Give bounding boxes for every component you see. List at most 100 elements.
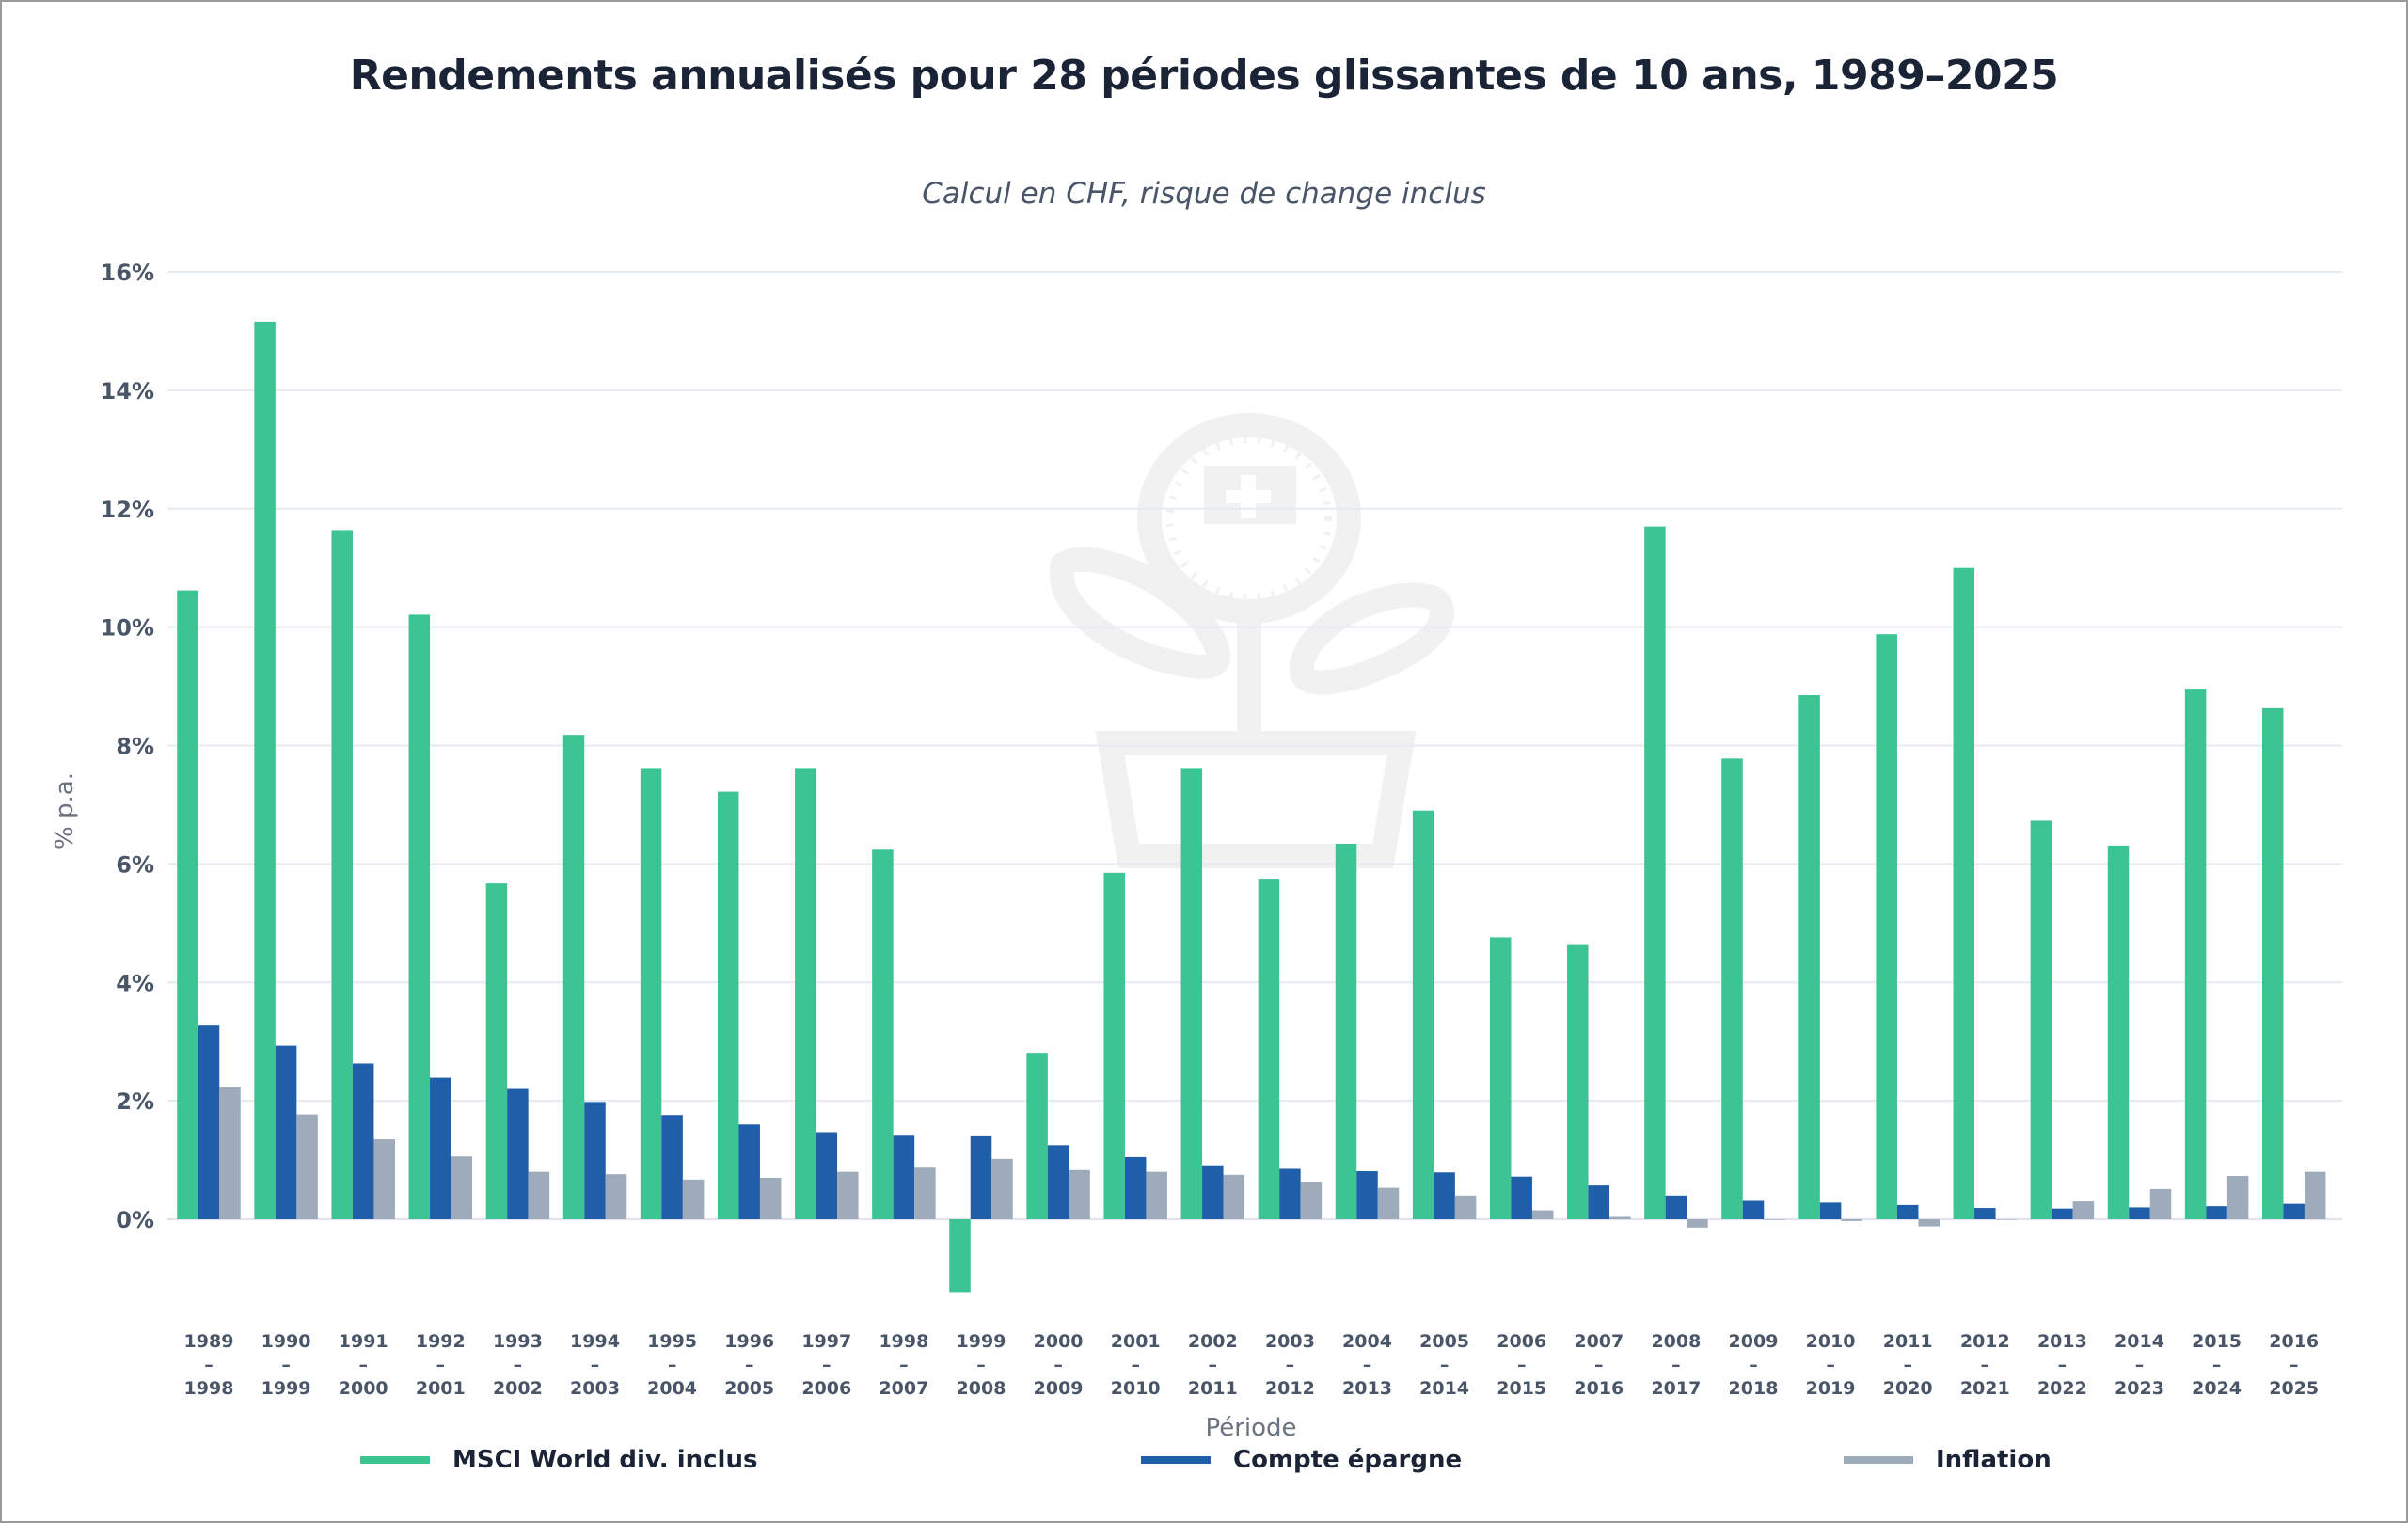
x-tick-label: 2000	[339, 1378, 388, 1399]
x-tick-label: –	[668, 1355, 677, 1375]
bar-msci	[872, 849, 894, 1219]
bar-msci	[2107, 845, 2130, 1219]
bar-compte-epargne	[1742, 1200, 1765, 1219]
bar-msci	[254, 321, 276, 1219]
bar-compte-epargne	[2206, 1206, 2227, 1219]
bar-compte-epargne	[970, 1135, 992, 1219]
x-tick-label: 2001	[416, 1378, 466, 1399]
x-tick-label: 1995	[647, 1331, 697, 1352]
bar-inflation	[2072, 1201, 2095, 1219]
x-tick-label: 1998	[879, 1331, 928, 1352]
legend-swatch-inflation	[1844, 1456, 1913, 1464]
x-tick-label: 1990	[261, 1331, 311, 1352]
bar-inflation	[219, 1087, 241, 1219]
y-tick-label: 16%	[101, 260, 154, 286]
bar-compte-epargne	[2283, 1203, 2305, 1219]
x-tick-label: –	[1594, 1355, 1604, 1375]
y-tick-label: 10%	[101, 615, 154, 642]
bar-msci	[1798, 695, 1820, 1219]
bar-inflation	[2226, 1176, 2249, 1219]
legend-swatch-msci	[360, 1456, 430, 1464]
bar-inflation	[1223, 1174, 1245, 1219]
x-tick-label: 2021	[1960, 1378, 2010, 1399]
bar-msci	[2030, 820, 2052, 1219]
bar-msci	[331, 530, 353, 1219]
x-tick-label: 2014	[1419, 1378, 1469, 1399]
y-tick-label: 8%	[116, 734, 154, 760]
bar-msci	[640, 768, 662, 1219]
x-tick-label: 2003	[1265, 1331, 1315, 1352]
x-tick-label: 2004	[1342, 1331, 1392, 1352]
x-axis-title: Période	[1205, 1414, 1296, 1442]
bar-inflation	[1377, 1187, 1400, 1219]
x-tick-label: –	[1363, 1355, 1372, 1375]
bar-msci	[1644, 526, 1666, 1219]
bar-compte-epargne	[1279, 1168, 1301, 1219]
bar-inflation	[2149, 1188, 2172, 1219]
x-tick-label: 2014	[2115, 1331, 2164, 1352]
x-tick-label: 2009	[1034, 1378, 1084, 1399]
bar-msci	[717, 791, 739, 1219]
x-tick-label: –	[1903, 1355, 1912, 1375]
y-tick-label: 4%	[116, 970, 154, 996]
bar-msci	[1258, 879, 1280, 1219]
x-tick-label: 2002	[493, 1378, 543, 1399]
legend: MSCI World div. inclus Compte épargne In…	[0, 1446, 2408, 1483]
bar-inflation	[1454, 1195, 1477, 1219]
x-tick-label: –	[1054, 1355, 1063, 1375]
bar-msci	[2261, 707, 2284, 1219]
bar-msci	[1180, 768, 1203, 1219]
bar-msci	[562, 735, 585, 1219]
x-tick-label: –	[976, 1355, 986, 1375]
x-tick-label: 1999	[261, 1378, 311, 1399]
bar-compte-epargne	[1434, 1172, 1455, 1219]
bar-compte-epargne	[1974, 1208, 1996, 1219]
bar-inflation	[605, 1174, 627, 1219]
bar-msci	[1876, 634, 1897, 1219]
x-tick-label: –	[1749, 1355, 1758, 1375]
x-tick-label: –	[591, 1355, 600, 1375]
gridlines	[167, 271, 2342, 1220]
legend-item-msci[interactable]: MSCI World div. inclus	[360, 1446, 757, 1474]
bar-msci	[1953, 567, 1975, 1219]
bar-inflation	[1300, 1182, 1323, 1219]
legend-swatch-compte-epargne	[1141, 1456, 1211, 1464]
bar-compte-epargne	[2052, 1208, 2073, 1219]
bar-msci	[1721, 758, 1743, 1219]
x-tick-label: 2008	[957, 1378, 1006, 1399]
bar-msci	[1103, 872, 1125, 1219]
bar-inflation	[1995, 1219, 2018, 1220]
x-tick-label: –	[436, 1355, 446, 1375]
legend-item-compte-epargne[interactable]: Compte épargne	[1141, 1446, 1462, 1474]
y-axis-title: % p.a.	[51, 772, 79, 849]
x-tick-label: –	[1209, 1355, 1218, 1375]
x-tick-label: 1994	[570, 1331, 620, 1352]
bar-inflation	[1841, 1219, 1862, 1221]
bar-msci	[1567, 944, 1589, 1219]
x-tick-label: –	[2135, 1355, 2145, 1375]
x-tick-label: 2022	[2037, 1378, 2087, 1399]
x-axis-ticks: 1989 – 1998 1990 – 1999 1991 – 2000 1992 – 2001 1993…	[184, 1331, 2320, 1399]
x-tick-label: 2013	[1342, 1378, 1392, 1399]
bar-msci	[1335, 843, 1357, 1219]
x-tick-label: –	[899, 1355, 909, 1375]
bar-inflation	[1146, 1171, 1167, 1219]
y-tick-label: 2%	[116, 1088, 154, 1115]
x-tick-label: 1992	[416, 1331, 466, 1352]
y-tick-label: 14%	[101, 378, 154, 405]
bar-compte-epargne	[1588, 1185, 1610, 1219]
x-tick-label: –	[2212, 1355, 2222, 1375]
x-tick-label: 2024	[2192, 1378, 2242, 1399]
bar-inflation	[682, 1179, 705, 1219]
bar-inflation	[1531, 1210, 1554, 1219]
x-tick-label: 2011	[1883, 1331, 1933, 1352]
bar-msci	[1026, 1053, 1048, 1219]
bar-inflation	[837, 1171, 859, 1219]
legend-item-inflation[interactable]: Inflation	[1844, 1446, 2052, 1474]
x-tick-label: –	[204, 1355, 214, 1375]
x-tick-label: 2002	[1188, 1331, 1238, 1352]
x-tick-label: 2010	[1111, 1378, 1161, 1399]
bar-inflation	[1918, 1219, 1940, 1227]
x-tick-label: –	[745, 1355, 754, 1375]
